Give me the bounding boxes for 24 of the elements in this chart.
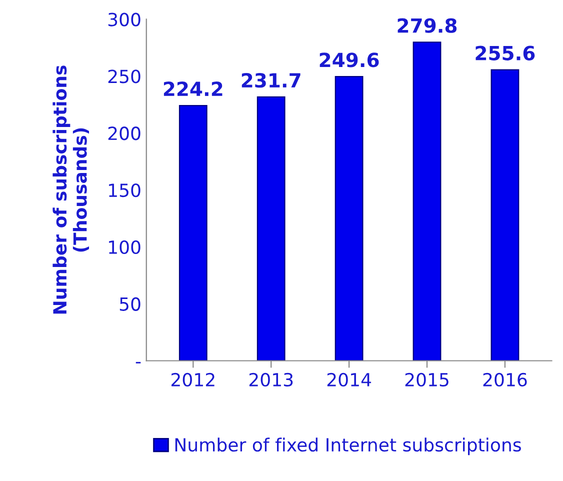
x-tick-label: 2014 — [327, 372, 372, 387]
bar — [256, 96, 286, 361]
y-axis-title: Number of subscriptions (Thousands) — [52, 66, 90, 314]
y-tick-label: 200 — [108, 126, 140, 140]
y-tick-label: 50 — [120, 297, 140, 311]
legend-label: Number of fixed Internet subscriptions — [175, 438, 521, 456]
data-label: 224.2 — [164, 81, 222, 96]
x-tick-label: 2012 — [172, 372, 214, 387]
bar — [412, 42, 442, 361]
y-tick-label: 150 — [109, 183, 140, 198]
x-tick-label: 2013 — [249, 372, 293, 387]
y-tick-label: 250 — [108, 70, 140, 84]
bar — [334, 76, 364, 361]
x-tick-label: 2015 — [405, 372, 448, 387]
data-label: 255.6 — [476, 46, 535, 60]
bar — [178, 104, 208, 361]
y-tick-label: 300 — [108, 12, 140, 26]
bar — [490, 69, 520, 361]
data-label: 249.6 — [320, 52, 379, 68]
y-tick-label: 100 — [109, 240, 140, 254]
y-tick-label: - — [136, 362, 141, 364]
data-label: 279.8 — [398, 18, 457, 33]
x-tick-label: 2016 — [483, 372, 527, 387]
data-label: 231.7 — [242, 72, 300, 88]
